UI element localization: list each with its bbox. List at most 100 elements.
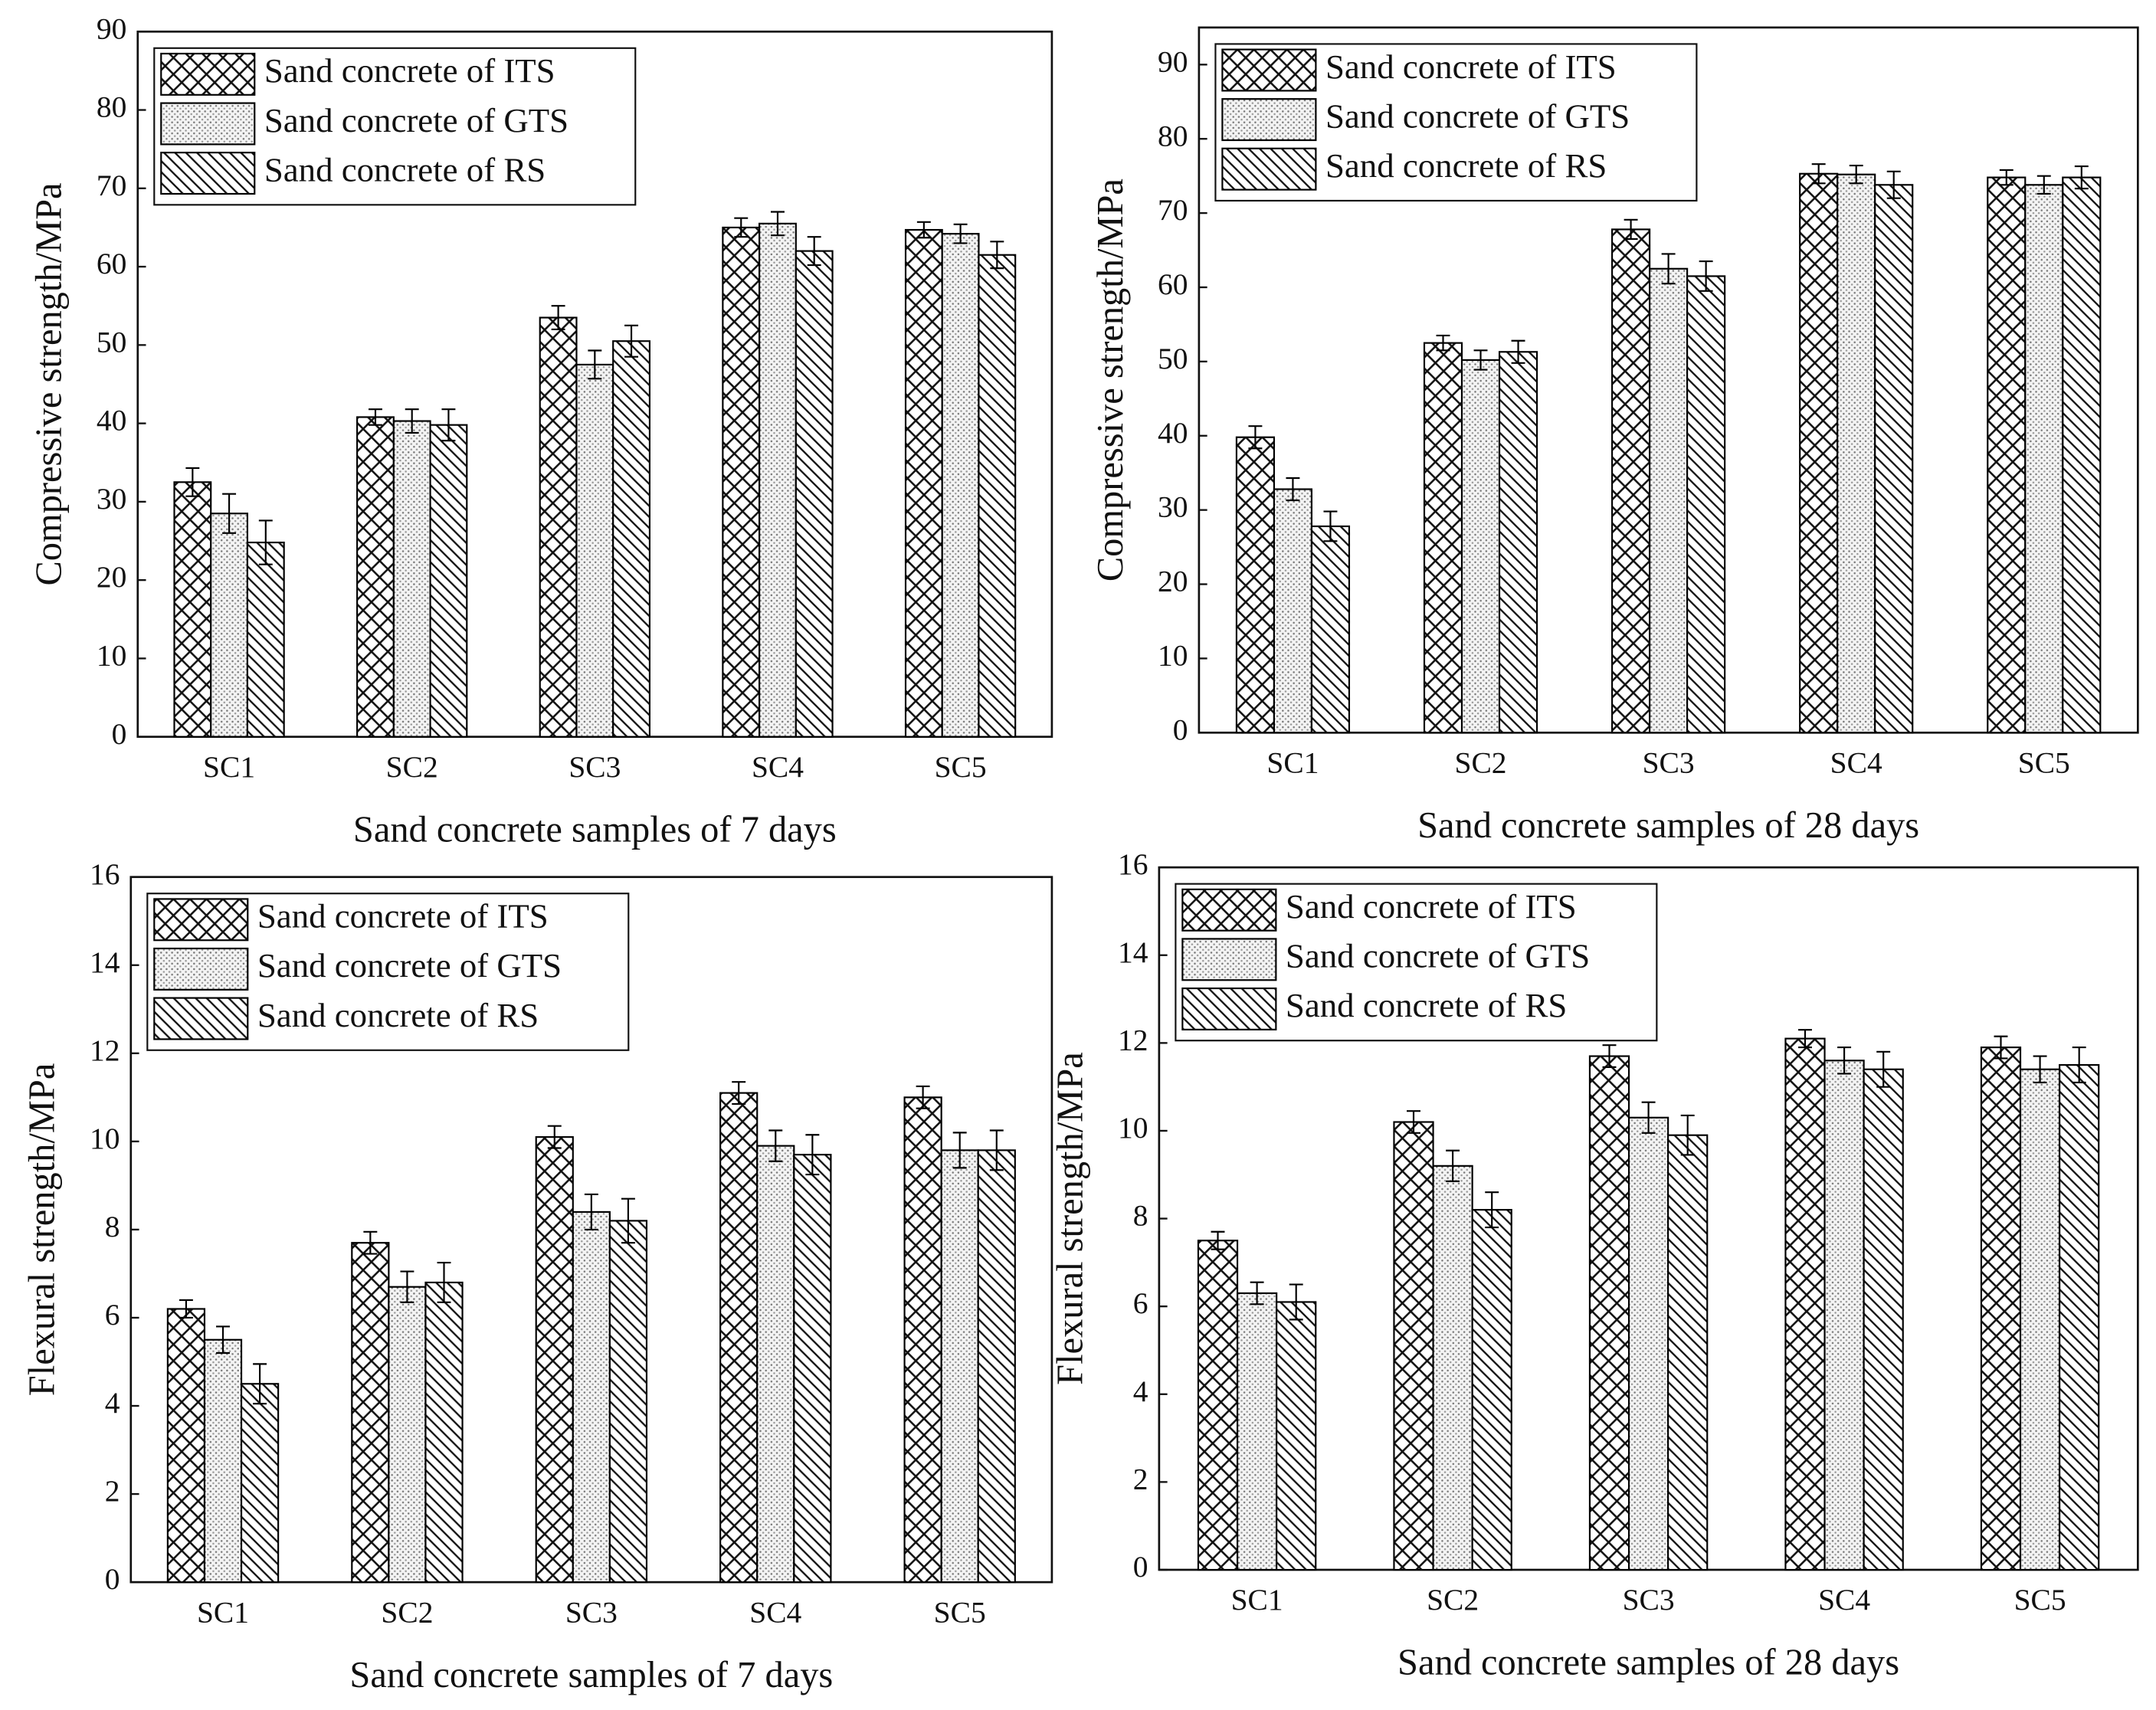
bar — [1611, 228, 1651, 734]
bar — [1432, 1165, 1473, 1571]
y-tick-label: 70 — [97, 169, 126, 202]
x-tick-label: SC3 — [1623, 1583, 1675, 1617]
error-bar — [400, 1270, 414, 1303]
x-axis-label: Sand concrete samples of 28 days — [1397, 1643, 1899, 1683]
x-tick-label: SC5 — [2018, 745, 2070, 779]
error-bar — [734, 217, 749, 238]
error-bar — [588, 349, 602, 380]
error-bar — [732, 1081, 746, 1106]
y-tick-label: 10 — [1158, 638, 1188, 672]
bar — [2062, 176, 2102, 734]
error-bar — [1436, 334, 1450, 352]
error-bar — [1661, 253, 1676, 285]
bar — [903, 1096, 942, 1584]
legend-label: Sand concrete of ITS — [264, 51, 555, 90]
error-bar — [2036, 175, 2051, 195]
y-tick-label: 12 — [1118, 1023, 1148, 1056]
error-bar — [1849, 165, 1863, 185]
x-tick-label: SC5 — [2014, 1583, 2066, 1617]
bar — [719, 1092, 759, 1584]
bar — [904, 228, 943, 738]
error-bar — [1837, 1047, 1852, 1075]
bar — [388, 1286, 427, 1584]
bar — [1837, 173, 1876, 734]
y-axis-label: Flexural strength/MPa — [22, 1063, 63, 1397]
y-tick-label: 20 — [1158, 565, 1188, 598]
bar — [424, 1281, 464, 1584]
legend-label: Sand concrete of RS — [264, 150, 546, 188]
bar — [1627, 1116, 1669, 1571]
bar — [166, 1308, 206, 1584]
x-tick-label: SC4 — [749, 1595, 801, 1629]
bar — [539, 316, 578, 738]
error-bar — [1286, 477, 1300, 502]
bar — [1393, 1121, 1434, 1571]
y-tick-label: 0 — [1173, 712, 1188, 746]
x-tick-label: SC1 — [197, 1595, 249, 1629]
legend-swatch — [160, 152, 256, 195]
error-bar — [216, 1325, 230, 1355]
bar — [977, 1149, 1016, 1584]
x-tick-label: SC3 — [568, 750, 621, 784]
error-bar — [1250, 1281, 1264, 1305]
bar — [1874, 184, 1914, 734]
error-bar — [185, 467, 200, 497]
y-tick-label: 40 — [97, 404, 126, 437]
y-tick-label: 16 — [1118, 847, 1148, 881]
bar — [1276, 1301, 1317, 1571]
bar — [759, 222, 797, 738]
bar — [1423, 342, 1463, 734]
error-bar — [1485, 1191, 1499, 1229]
bar — [608, 1220, 648, 1584]
error-bar — [2074, 165, 2089, 190]
x-tick-label: SC4 — [1830, 745, 1882, 779]
legend-swatch — [160, 52, 256, 96]
error-bar — [1624, 218, 1638, 241]
bar — [392, 420, 431, 738]
bar — [2019, 1068, 2061, 1571]
bar — [978, 254, 1017, 738]
error-bar — [547, 1125, 562, 1149]
error-bar — [621, 1197, 635, 1244]
x-tick-label: SC2 — [1427, 1583, 1479, 1617]
bar — [240, 1383, 280, 1584]
y-axis-label: Flexural strength/MPa — [1050, 1052, 1091, 1385]
y-tick-label: 40 — [1158, 416, 1188, 450]
bar — [1667, 1134, 1709, 1571]
legend-label: Sand concrete of ITS — [1286, 887, 1577, 925]
bar — [572, 1210, 611, 1584]
bar — [535, 1136, 574, 1584]
error-bar — [222, 493, 237, 534]
bar — [1460, 359, 1501, 734]
bar — [1799, 172, 1839, 734]
bar — [1980, 1047, 2022, 1571]
y-tick-label: 10 — [1118, 1111, 1148, 1145]
error-bar — [624, 324, 639, 358]
error-bar — [253, 1363, 267, 1405]
bar — [1987, 176, 2027, 734]
bar — [612, 340, 650, 738]
x-tick-label: SC1 — [1231, 1583, 1283, 1617]
bar — [1784, 1037, 1826, 1571]
bar — [793, 1154, 832, 1584]
error-bar — [1446, 1149, 1460, 1182]
y-tick-label: 80 — [97, 90, 126, 124]
bar — [1498, 351, 1538, 734]
y-tick-label: 12 — [90, 1034, 120, 1067]
x-axis-label: Sand concrete samples of 28 days — [1417, 805, 1919, 846]
bar — [1197, 1240, 1239, 1571]
bar — [203, 1338, 243, 1584]
x-tick-label: SC1 — [203, 750, 255, 784]
error-bar — [441, 408, 456, 442]
bar — [173, 481, 212, 738]
error-bar — [916, 221, 931, 239]
bar — [1649, 267, 1689, 734]
legend-swatch — [1181, 938, 1277, 981]
y-tick-label: 10 — [97, 638, 126, 672]
y-tick-label: 6 — [1133, 1286, 1148, 1320]
bar — [429, 424, 468, 738]
legend-label: Sand concrete of RS — [1325, 146, 1607, 185]
error-bar — [1811, 163, 1826, 185]
y-tick-label: 10 — [90, 1122, 120, 1155]
